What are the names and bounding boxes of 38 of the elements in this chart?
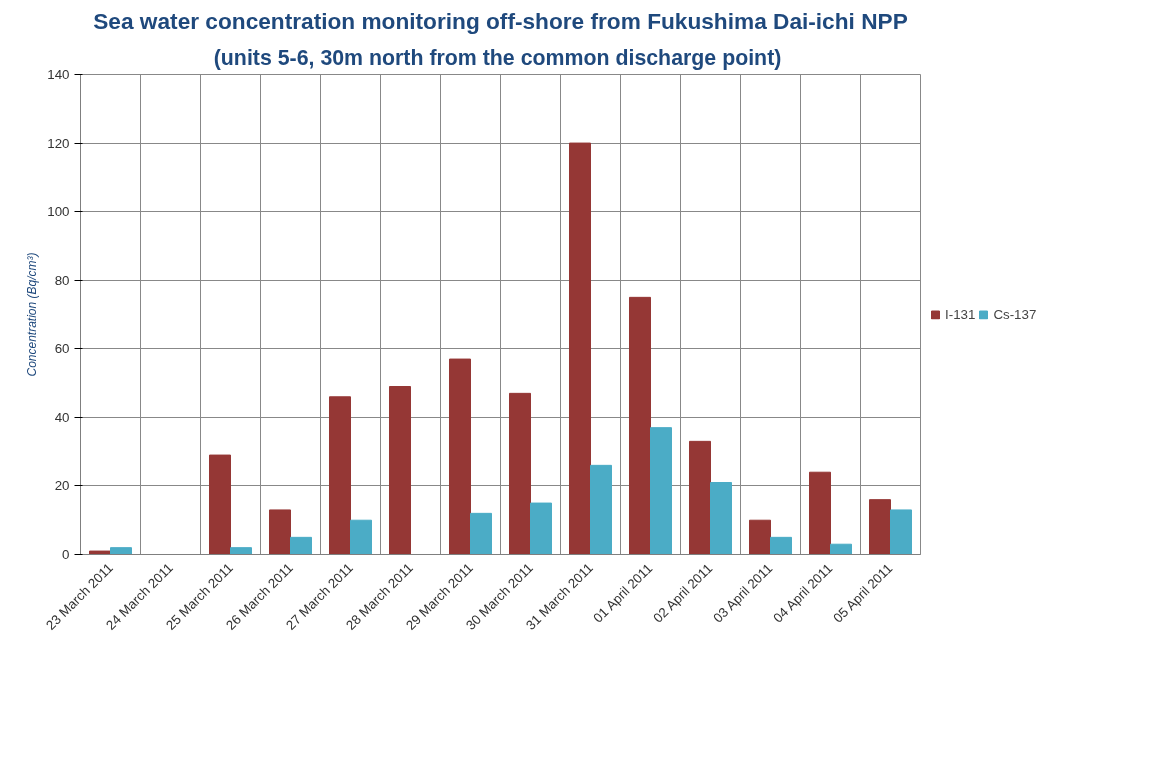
bar [629,296,651,555]
bar [890,509,912,555]
bar [770,536,792,555]
bar [269,509,291,555]
chart-title: Sea water concentration monitoring off-shore from Fukushima Dai-ichi NPP [93,7,908,34]
y-tick-label: 60 [54,341,70,357]
bar [509,392,531,555]
bar [650,427,672,555]
bar [230,547,252,555]
bar [689,440,711,555]
y-tick-label: 140 [47,67,70,82]
bar [329,396,351,555]
bar [350,519,372,555]
bar [389,386,411,555]
bar [710,482,732,555]
bar [869,499,891,555]
bar [809,471,831,555]
y-tick-label: 40 [54,409,70,425]
legend-label: Cs-137 [993,306,1037,322]
bar [110,547,132,555]
y-tick-label: 120 [47,135,70,151]
bar [749,519,771,555]
bar [89,550,111,555]
bar [290,536,312,555]
y-tick-label: 20 [54,478,70,494]
bar [569,142,591,555]
bar [449,358,471,555]
legend-label: I-131 [945,306,976,322]
y-tick-label: 80 [54,272,70,288]
y-axis-title: Concentration (Bq/cm³) [25,252,40,377]
y-tick-label: 100 [47,204,70,220]
bar [590,464,612,555]
bar [470,512,492,555]
y-tick-label: 0 [62,547,70,562]
chart-subtitle: (units 5-6, 30m north from the common discharge point) [213,45,782,70]
bar [530,502,552,555]
bar [209,454,231,555]
bar [830,543,852,555]
